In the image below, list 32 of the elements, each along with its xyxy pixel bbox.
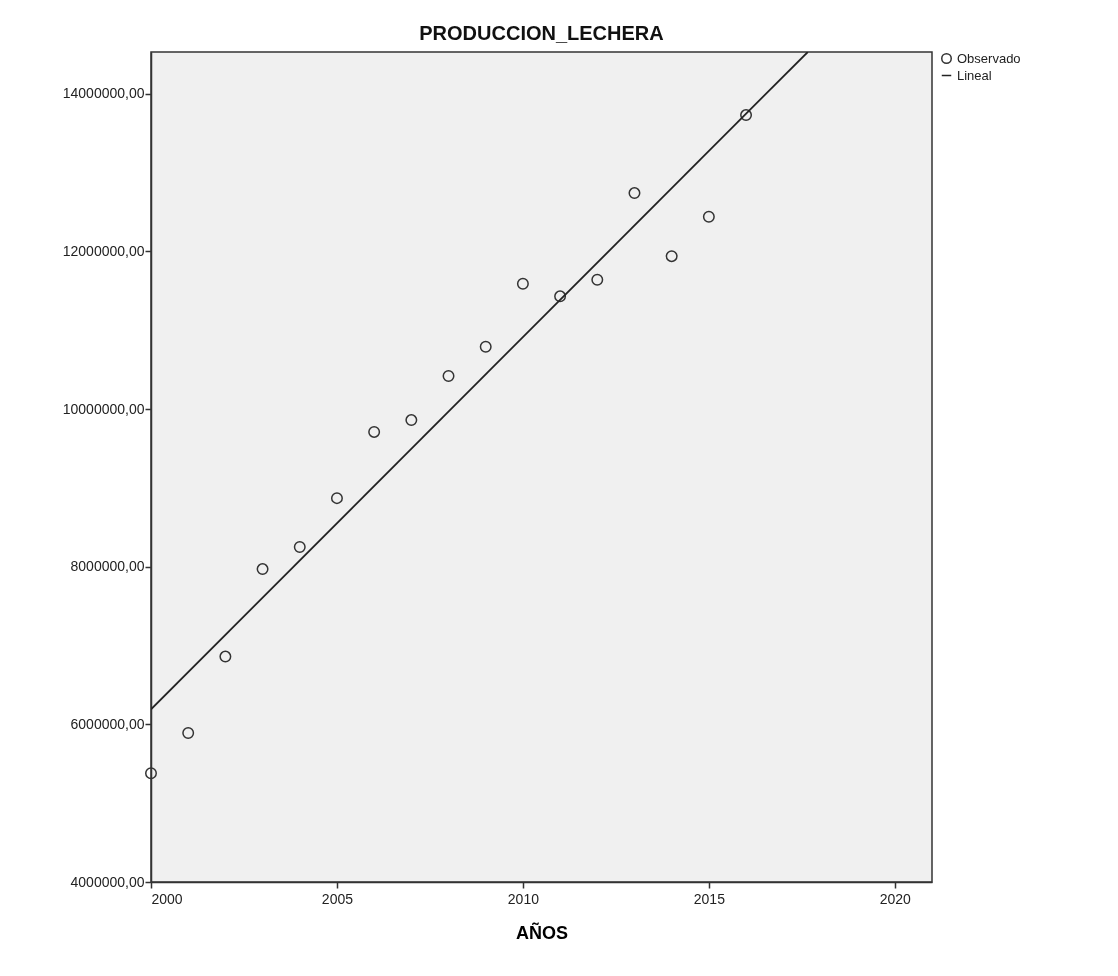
point [554, 290, 567, 303]
x-axis-title: AÑOS [515, 921, 569, 943]
x-tick-label: 2020 [879, 890, 912, 907]
x-tick-label: 2005 [321, 890, 354, 907]
point [740, 109, 753, 122]
point [219, 650, 232, 663]
y-tick-label: 12000000,00 [62, 242, 145, 259]
point [702, 210, 715, 223]
chart-title: PRODUCCION_LECHERA [419, 22, 664, 44]
point [591, 273, 604, 286]
y-tick-label: 8000000,00 [70, 558, 145, 575]
y-tick-label: 14000000,00 [62, 85, 145, 102]
y-tick-label: 6000000,00 [70, 715, 145, 732]
legend-label: Observado [957, 50, 1021, 66]
x-tick-label: 2010 [507, 890, 540, 907]
x-tick-label: 2015 [693, 890, 726, 907]
x-tick-label: 2000 [151, 890, 183, 907]
point [665, 250, 678, 263]
point [368, 425, 381, 438]
point [516, 277, 529, 290]
point [479, 340, 492, 353]
y-tick-label: 10000000,00 [62, 400, 145, 417]
point [628, 187, 641, 200]
point [293, 541, 306, 553]
legend-label: Lineal [957, 67, 992, 83]
point [182, 727, 195, 740]
point [256, 563, 269, 576]
point [442, 369, 455, 382]
point [405, 414, 418, 427]
point [145, 767, 157, 780]
point [330, 492, 343, 505]
y-tick-label: 4000000,00 [70, 873, 145, 890]
